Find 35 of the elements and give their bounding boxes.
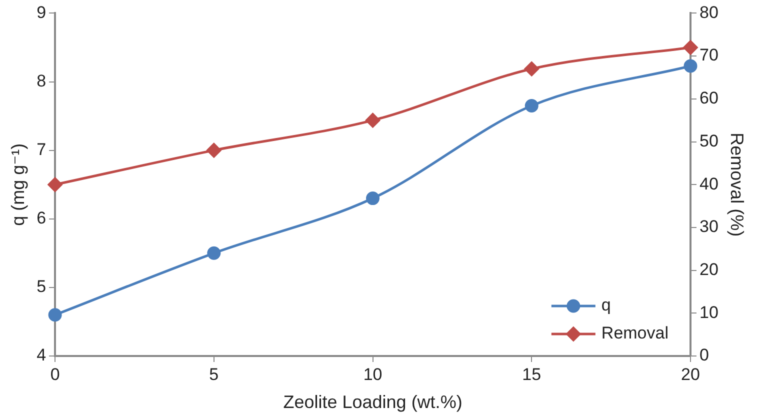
legend-label: Removal: [601, 324, 669, 343]
y-tick-label: 8: [36, 71, 46, 90]
point: [524, 99, 538, 113]
x-tick-label: 15: [522, 364, 542, 384]
y2-tick-label: 30: [699, 217, 718, 236]
point: [684, 59, 698, 73]
point: [366, 113, 380, 128]
x-tick-label: 10: [363, 364, 382, 384]
point: [48, 177, 62, 192]
point: [48, 308, 62, 322]
y-tick-label: 9: [36, 2, 46, 22]
y-axis-title: q (mg g⁻¹): [8, 143, 28, 226]
point: [206, 143, 222, 158]
y2-tick-label: 20: [699, 260, 718, 279]
y2-tick-label: 50: [699, 131, 718, 150]
y2-tick-label: 40: [699, 174, 718, 194]
y2-tick-label: 0: [699, 346, 709, 365]
y2-tick-label: 60: [699, 88, 718, 108]
x-tick-label: 5: [209, 364, 219, 384]
y2-axis-title: Removal (%): [727, 132, 748, 237]
x-tick-label: 0: [50, 364, 60, 384]
y-tick-label: 5: [36, 277, 46, 296]
y2-tick-label: 70: [699, 46, 718, 65]
point: [366, 192, 380, 206]
y2-tick-label: 80: [699, 2, 718, 22]
y-tick-label: 4: [36, 346, 46, 365]
point: [207, 246, 221, 260]
y2-tick-label: 10: [699, 302, 718, 322]
legend-label: q: [601, 296, 611, 315]
y-tick-label: 7: [36, 140, 46, 160]
y-tick-label: 6: [36, 208, 46, 228]
x-axis-title: Zeolite Loading (wt.%): [283, 392, 462, 412]
x-tick-label: 20: [681, 364, 700, 384]
point: [683, 40, 698, 55]
point: [524, 62, 539, 76]
